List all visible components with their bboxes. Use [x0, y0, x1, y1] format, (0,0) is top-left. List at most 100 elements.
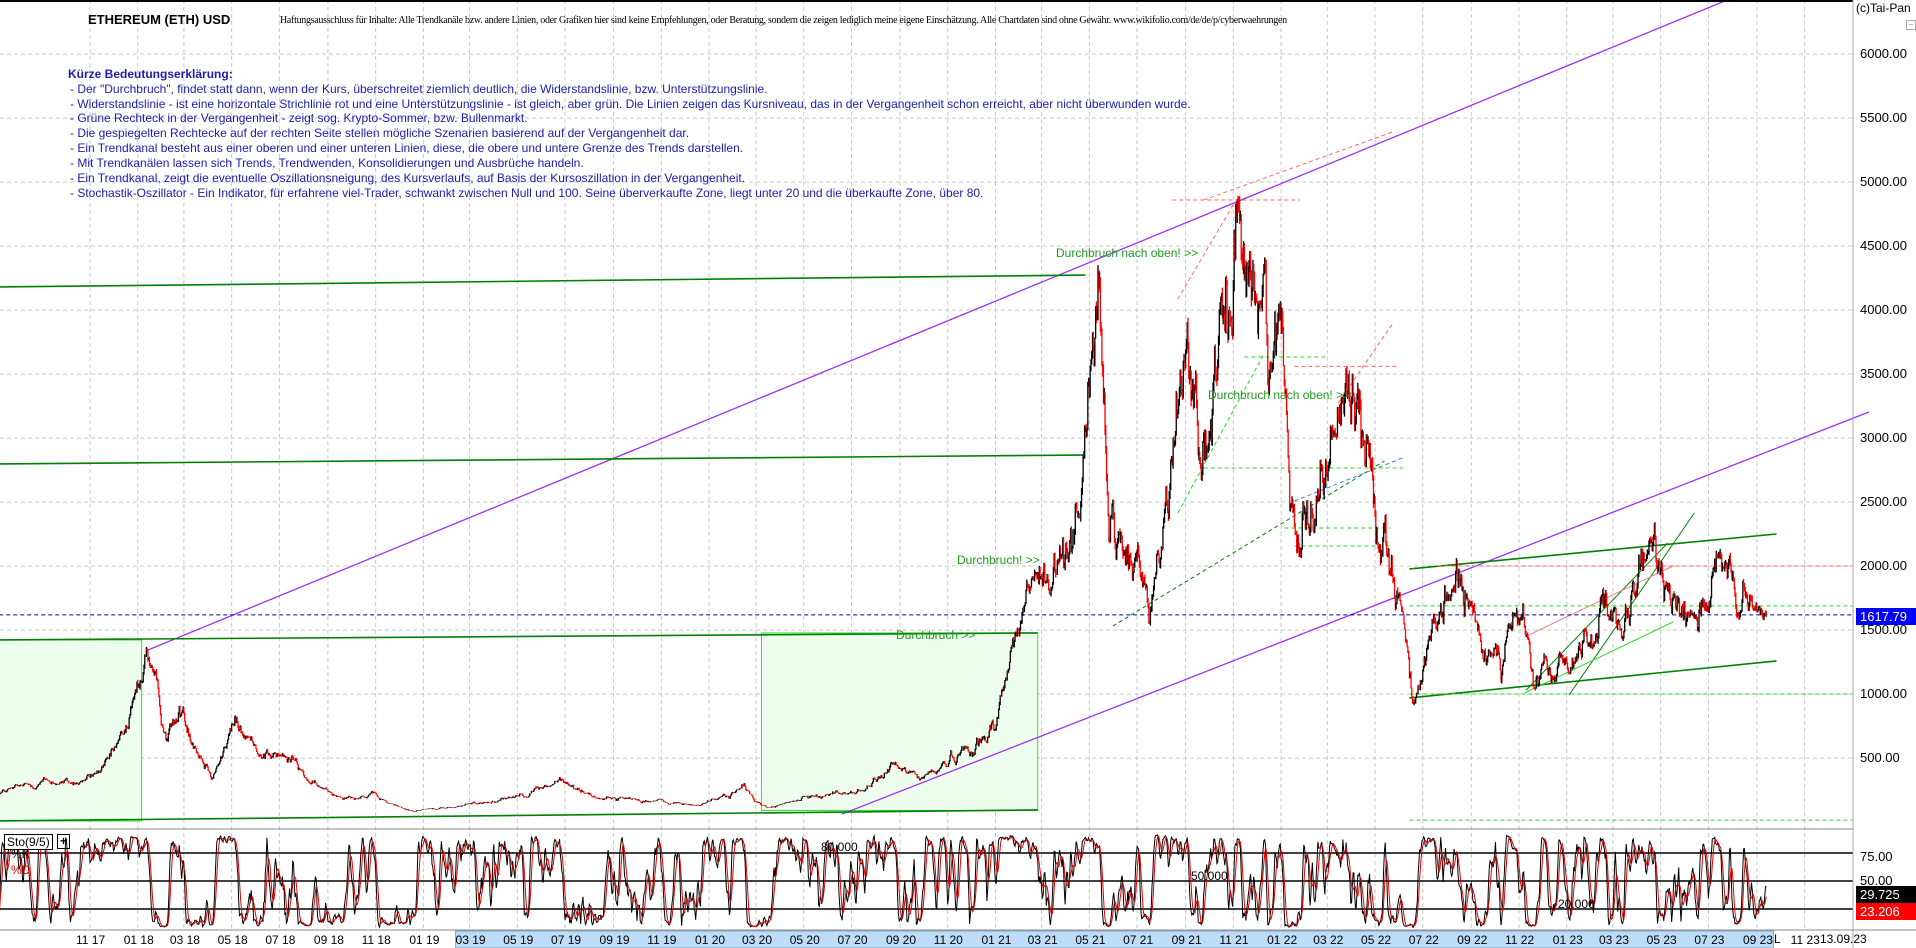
trendlines: [0, 0, 1870, 822]
x-tick-label: 07 20: [837, 933, 868, 947]
support-dashed-line: [1294, 457, 1403, 502]
x-tick-label: 09 23: [1742, 933, 1773, 947]
support-line: [0, 274, 1086, 288]
grid: [0, 0, 1853, 948]
support-line: [0, 809, 1038, 822]
add-indicator-button[interactable]: +: [57, 834, 70, 849]
support-line: [1525, 542, 1669, 691]
y-tick-label: 2000.00: [1860, 558, 1907, 573]
y-tick-label: 1500.00: [1860, 622, 1907, 637]
x-tick-label: 01 22: [1267, 933, 1298, 947]
trend-channel-line: [145, 0, 1728, 652]
candles: [0, 195, 1767, 812]
time-range-highlight: [455, 930, 1774, 948]
d-legend: %D: [11, 863, 31, 877]
y-tick-label: 1000.00: [1860, 686, 1907, 701]
x-tick-label: 07 23: [1694, 933, 1725, 947]
x-tick-label: 07 22: [1408, 933, 1439, 947]
x-tick-label: 11 23: [1790, 933, 1820, 947]
legend-line: - Grüne Rechteck in der Vergangenheit - …: [70, 111, 528, 125]
d-value-tag: 23.206: [1856, 903, 1916, 920]
y-tick-label: 4000.00: [1860, 302, 1907, 317]
stoch-k-line: [0, 834, 1767, 929]
y-tick-label: 500.00: [1860, 750, 1900, 765]
stoch-d-line: [0, 834, 1767, 928]
bull-market-box: [0, 639, 143, 822]
x-tick-label: 11 21: [1219, 933, 1249, 947]
x-tick-label: 01 23: [1552, 933, 1583, 947]
resistance-line: [1524, 565, 1674, 638]
indicator-label[interactable]: Sto(9/5): [4, 834, 53, 850]
x-tick-label: 03 20: [741, 933, 773, 947]
stochastic-panel: [0, 834, 1853, 929]
resistance-dashed-line: [1203, 131, 1393, 201]
x-tick-label: 01 18: [123, 933, 154, 947]
stoch-axis-label: 75.00: [1860, 849, 1893, 864]
breakout-annotation: Durchbruch >>: [896, 628, 976, 642]
x-tick-label: 05 20: [789, 933, 820, 947]
breakout-annotation: Durchbruch nach oben! >>: [1208, 388, 1351, 402]
y-tick-label: 6000.00: [1860, 46, 1907, 61]
y-tick-label: 3500.00: [1860, 366, 1907, 381]
legend-line: - Die gespiegelten Rechtecke auf der rec…: [70, 126, 690, 140]
bull-market-box: [760, 632, 1039, 811]
x-tick-label: 11 22: [1505, 933, 1535, 947]
x-tick-label: 07 21: [1123, 933, 1154, 947]
x-tick-label: 05 21: [1075, 933, 1106, 947]
trend-channel-line: [841, 411, 1870, 815]
x-tick-label: 09 18: [313, 933, 344, 947]
k-value-tag: 29.725: [1856, 886, 1916, 903]
x-tick-label: 01 21: [981, 933, 1012, 947]
x-tick-label: 11 20: [933, 933, 963, 947]
x-tick-label: 01 20: [695, 933, 726, 947]
legend-line: - Ein Trendkanal, zeigt die eventuelle O…: [70, 171, 746, 185]
x-tick-label: 11 18: [361, 933, 391, 947]
x-tick-label: 07 18: [265, 933, 296, 947]
y-tick-label: 2500.00: [1860, 494, 1907, 509]
x-tick-label: 05 19: [503, 933, 534, 947]
k-legend: %K: [11, 847, 30, 861]
legend-line: - Ein Trendkanal besteht aus einer obere…: [70, 141, 744, 155]
y-tick-label: 5500.00: [1860, 110, 1907, 125]
chart-title: ETHEREUM (ETH) USD: [88, 12, 231, 27]
x-tick-label: 11 17: [76, 933, 106, 947]
support-line: [0, 632, 1038, 641]
x-tick-label: 05 22: [1361, 933, 1392, 947]
log-scale-button[interactable]: L: [1774, 932, 1781, 946]
x-tick-label: 05 18: [217, 933, 248, 947]
stoch-axis-label: 50.00: [1860, 873, 1893, 888]
x-tick-label: 03 22: [1313, 933, 1344, 947]
y-tick-label: 4500.00: [1860, 238, 1907, 253]
x-tick-label: 03 23: [1598, 933, 1629, 947]
x-tick-label: 09 21: [1171, 933, 1202, 947]
x-tick-label: 03 19: [455, 933, 486, 947]
minimize-button[interactable]: −: [1906, 20, 1916, 30]
support-dashed-line: [1177, 353, 1265, 514]
x-tick-label: 03 21: [1027, 933, 1058, 947]
x-tick-label: 01 19: [409, 933, 440, 947]
breakout-annotation: Durchbruch! >>: [957, 553, 1040, 567]
x-tick-label: 09 22: [1457, 933, 1488, 947]
support-line: [0, 454, 1084, 465]
support-line: [1409, 533, 1777, 570]
bull-market-boxes: [0, 632, 1039, 822]
level-label-50: 50.000: [1191, 869, 1228, 883]
copyright: (c)Tai-Pan: [1856, 1, 1911, 15]
legend-line: - Der "Durchbruch", findet statt dann, w…: [70, 82, 768, 96]
support-line: [1524, 621, 1674, 694]
current-date: 13.09.23: [1820, 932, 1867, 946]
x-tick-label: 07 19: [551, 933, 582, 947]
disclaimer: Haftungsausschluss für Inhalte: Alle Tre…: [280, 15, 1287, 26]
support-dashed-line: [1112, 460, 1385, 627]
legend-line: - Stochastik-Oszillator - Ein Indikator,…: [70, 186, 984, 200]
legend-heading: Kürze Bedeutungserklärung:: [68, 67, 233, 81]
support-line: [1568, 512, 1695, 696]
resistance-dashed-line: [1177, 201, 1236, 300]
level-label-20: 20.000: [1558, 897, 1595, 911]
level-label-80: 80.000: [821, 840, 858, 854]
breakout-annotation: Durchbruch nach oben! >>: [1056, 246, 1199, 260]
y-tick-label: 3000.00: [1860, 430, 1907, 445]
support-line: [1409, 660, 1777, 699]
